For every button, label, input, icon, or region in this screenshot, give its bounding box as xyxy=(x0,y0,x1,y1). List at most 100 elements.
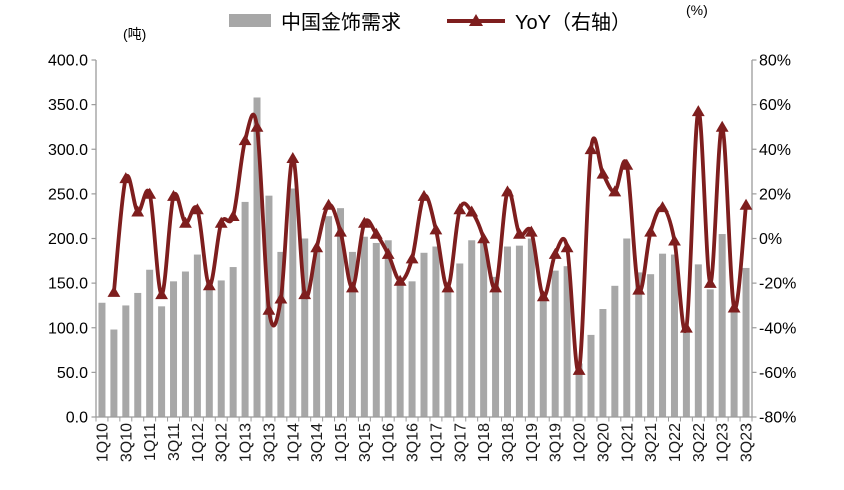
yoy-marker-3Q18 xyxy=(501,185,514,197)
yoy-marker-4Q13 xyxy=(274,292,288,304)
bar-3Q23 xyxy=(742,267,750,417)
bar-4Q21 xyxy=(659,253,667,417)
x-axis-label-3Q12: 3Q12 xyxy=(214,423,231,462)
bar-3Q14 xyxy=(313,249,321,417)
right-axis-tick-label: -80% xyxy=(759,410,796,427)
bar-3Q19 xyxy=(551,270,559,417)
bar-1Q19 xyxy=(527,238,535,417)
right-axis-tick-label: 80% xyxy=(759,53,791,70)
yoy-marker-1Q16 xyxy=(381,247,395,259)
left-axis-unit-label: (吨) xyxy=(123,26,147,42)
bar-4Q15 xyxy=(372,242,380,417)
yoy-marker-2Q23 xyxy=(727,301,741,313)
bar-2Q19 xyxy=(539,293,547,417)
yoy-marker-1Q20 xyxy=(572,363,586,375)
bar-1Q22 xyxy=(670,254,678,417)
bar-1Q10 xyxy=(98,302,106,417)
bar-2Q13 xyxy=(253,97,261,418)
right-axis-tick-label: 60% xyxy=(759,97,791,114)
yoy-marker-3Q13 xyxy=(262,303,276,315)
bar-1Q17 xyxy=(432,246,440,417)
yoy-marker-1Q17 xyxy=(429,223,443,235)
yoy-marker-2Q16 xyxy=(393,274,407,286)
x-axis-label-3Q21: 3Q21 xyxy=(643,423,660,462)
yoy-marker-4Q14 xyxy=(322,198,335,210)
bar-4Q18 xyxy=(515,245,523,417)
x-axis-label-1Q22: 1Q22 xyxy=(667,423,684,462)
yoy-marker-4Q12 xyxy=(226,210,240,221)
x-axis-label-1Q14: 1Q14 xyxy=(285,423,302,462)
bar-2Q12 xyxy=(205,283,213,418)
yoy-marker-3Q10 xyxy=(119,172,133,184)
bar-1Q16 xyxy=(384,240,392,417)
x-axis-label-3Q10: 3Q10 xyxy=(118,423,135,462)
yoy-marker-3Q22 xyxy=(691,105,705,117)
x-axis-label-1Q11: 1Q11 xyxy=(142,423,159,461)
yoy-marker-1Q21 xyxy=(620,158,634,170)
yoy-marker-3Q12 xyxy=(214,216,228,228)
yoy-marker-4Q10 xyxy=(131,205,145,217)
yoy-marker-4Q18 xyxy=(513,227,526,239)
yoy-marker-1Q23 xyxy=(715,120,729,132)
left-axis-tick-label: 0.0 xyxy=(66,410,88,427)
yoy-marker-4Q11 xyxy=(179,216,192,228)
yoy-marker-2Q15 xyxy=(346,281,359,293)
yoy-marker-1Q12 xyxy=(191,203,204,215)
bar-1Q20 xyxy=(575,363,583,417)
bar-2Q15 xyxy=(348,251,356,417)
yoy-marker-2Q11 xyxy=(155,288,168,300)
bar-4Q13 xyxy=(277,251,285,417)
right-axis-tick-label: 20% xyxy=(759,186,791,203)
yoy-marker-1Q22 xyxy=(668,234,681,246)
yoy-marker-3Q16 xyxy=(405,252,419,264)
x-axis-label-1Q20: 1Q20 xyxy=(572,423,589,462)
bar-1Q21 xyxy=(623,238,631,417)
bar-4Q12 xyxy=(229,267,237,417)
legend-line-label: YoY（右轴） xyxy=(515,11,631,34)
yoy-marker-1Q19 xyxy=(524,225,538,237)
yoy-marker-4Q15 xyxy=(369,227,383,239)
right-axis-tick-label: -60% xyxy=(759,365,796,382)
bar-3Q10 xyxy=(122,305,130,417)
bar-2Q18 xyxy=(492,276,500,417)
x-axis-label-1Q23: 1Q23 xyxy=(715,423,732,462)
yoy-marker-2Q17 xyxy=(441,281,455,293)
yoy-marker-3Q14 xyxy=(310,241,324,253)
yoy-marker-1Q15 xyxy=(334,225,347,237)
right-axis-tick-label: -20% xyxy=(759,276,796,293)
x-axis-label-3Q18: 3Q18 xyxy=(500,423,517,462)
left-axis-tick-label: 250.0 xyxy=(48,186,88,203)
bar-2Q17 xyxy=(444,289,452,417)
yoy-marker-2Q13 xyxy=(250,120,264,132)
x-axis-label-1Q13: 1Q13 xyxy=(238,423,255,462)
x-axis-label-3Q20: 3Q20 xyxy=(595,423,612,462)
bar-1Q11 xyxy=(146,269,154,417)
bar-1Q15 xyxy=(337,208,345,417)
bar-2Q22 xyxy=(682,332,690,417)
bar-4Q14 xyxy=(325,216,333,417)
bar-1Q14 xyxy=(289,188,297,417)
x-axis-label-3Q17: 3Q17 xyxy=(452,423,469,462)
left-axis-tick-label: 300.0 xyxy=(48,142,88,159)
yoy-marker-3Q11 xyxy=(167,189,180,201)
yoy-marker-2Q18 xyxy=(489,281,502,293)
yoy-marker-2Q22 xyxy=(680,321,693,333)
x-axis-label-3Q13: 3Q13 xyxy=(261,423,278,462)
bar-3Q20 xyxy=(599,309,607,417)
yoy-marker-3Q19 xyxy=(548,247,562,259)
yoy-marker-4Q22 xyxy=(703,276,717,288)
bar-3Q22 xyxy=(694,264,702,417)
left-axis-tick-label: 400.0 xyxy=(48,53,88,70)
bar-2Q14 xyxy=(301,238,309,417)
left-axis-tick-label: 200.0 xyxy=(48,231,88,248)
right-axis-tick-label: 0% xyxy=(759,231,782,248)
x-axis-label-1Q21: 1Q21 xyxy=(619,423,636,462)
yoy-marker-2Q12 xyxy=(202,279,216,291)
yoy-marker-4Q19 xyxy=(560,241,574,253)
bar-3Q15 xyxy=(360,236,368,417)
yoy-marker-4Q21 xyxy=(656,201,669,213)
x-axis-label-3Q11: 3Q11 xyxy=(166,423,183,461)
bar-2Q16 xyxy=(396,284,404,417)
